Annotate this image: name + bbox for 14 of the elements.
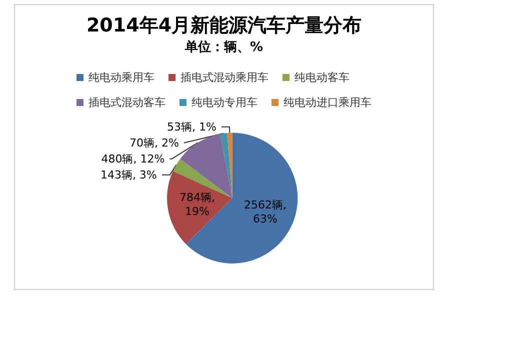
- data-label: 784辆, 19%: [180, 190, 216, 218]
- chart-subtitle: 单位：辆、%: [184, 39, 264, 55]
- chart-title: 2014年4月新能源汽车产量分布: [86, 14, 362, 36]
- data-label: 480辆, 12%: [101, 152, 165, 166]
- legend-label: 插电式混动乘用车: [180, 71, 268, 84]
- legend-label: 纯电动客车: [294, 71, 350, 84]
- legend-label: 纯电动专用车: [192, 96, 258, 109]
- data-label: 53辆, 1%: [167, 120, 216, 134]
- legend-label: 纯电动进口乘用车: [284, 96, 372, 109]
- data-label: 2562辆, 63%: [244, 198, 287, 226]
- legend-label: 插电式混动客车: [88, 96, 166, 109]
- data-label: 70辆, 2%: [129, 136, 179, 150]
- data-label: 143辆, 3%: [100, 168, 157, 182]
- legend-label: 纯电动乘用车: [88, 71, 154, 84]
